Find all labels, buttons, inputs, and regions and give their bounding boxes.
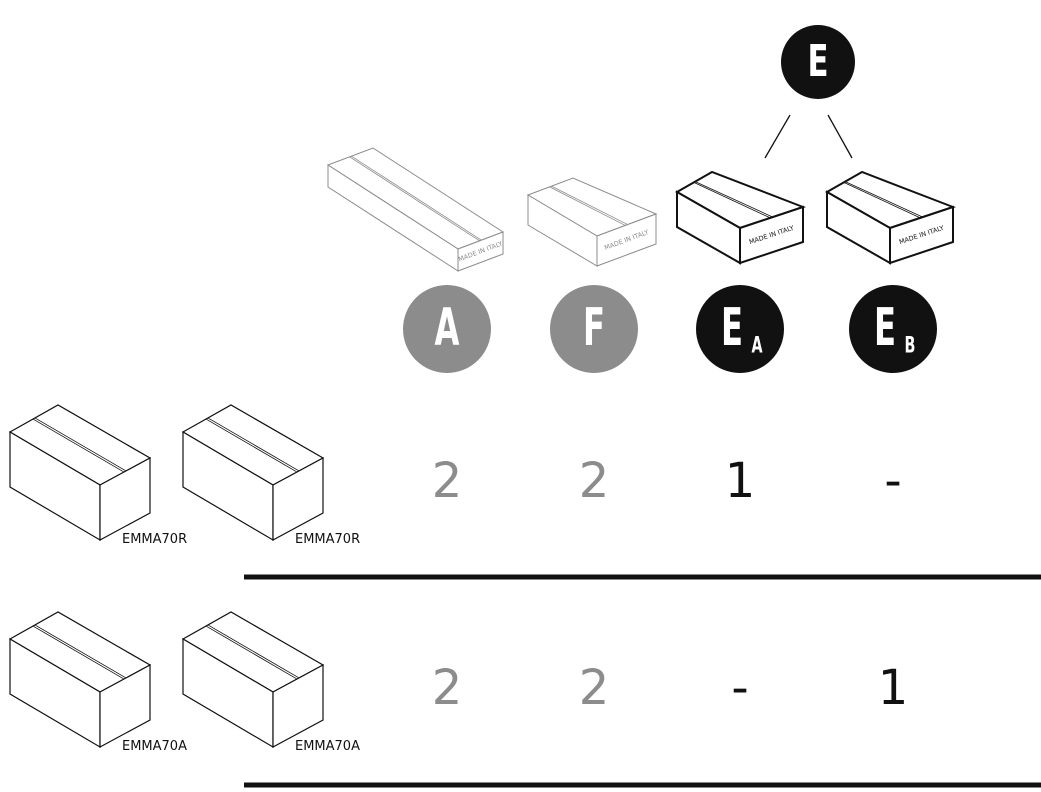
package-badge (550, 285, 638, 373)
box-front (739, 205, 804, 265)
box-front (99, 456, 151, 542)
tape-line (843, 182, 921, 219)
model-label: EMMA70A (122, 739, 187, 754)
quantity: 1 (725, 453, 756, 509)
package-badge (849, 285, 937, 373)
box (181, 611, 325, 749)
tape-line (205, 418, 298, 473)
tape-line (32, 418, 125, 473)
tape-line (207, 624, 300, 679)
box-front (596, 213, 657, 267)
package-label: E (721, 298, 743, 358)
package-sub: B (905, 334, 916, 359)
box: MADE IN ITALY (526, 177, 658, 267)
quantity: 2 (579, 453, 610, 509)
box-front (272, 456, 324, 542)
box: MADE IN ITALY (824, 170, 956, 265)
tape-line (551, 185, 628, 225)
package-sub: A (751, 334, 763, 359)
group-badge (781, 25, 855, 99)
tape-line (695, 181, 773, 218)
tape-line (693, 182, 771, 219)
package-badge (696, 285, 784, 373)
package-label: F (583, 298, 605, 358)
tape-line (207, 417, 300, 472)
box (8, 611, 152, 749)
package-badge (403, 285, 491, 373)
quantity: - (731, 660, 748, 716)
package-label: A (435, 298, 460, 358)
connector (764, 114, 791, 159)
box: MADE IN ITALY (674, 170, 806, 265)
quantity: 2 (579, 660, 610, 716)
tape-line (351, 155, 482, 241)
package-label: E (874, 298, 896, 358)
quantity: 2 (432, 453, 463, 509)
tape-line (34, 624, 127, 679)
box-front (457, 231, 504, 272)
tape-line (349, 156, 480, 242)
tape-line (205, 625, 298, 680)
tape-line (845, 181, 923, 218)
model-label: EMMA70R (122, 532, 187, 547)
box-front (99, 663, 151, 749)
connector (827, 114, 853, 159)
box-front (272, 663, 324, 749)
box-front (889, 205, 954, 265)
box (181, 404, 325, 542)
model-label: EMMA70A (295, 739, 360, 754)
box: MADE IN ITALY (326, 147, 505, 272)
tape-line (34, 417, 127, 472)
tape-line (32, 625, 125, 680)
tape-line (549, 186, 626, 226)
quantity: 2 (432, 660, 463, 716)
model-label: EMMA70R (295, 532, 360, 547)
quantity: - (884, 453, 901, 509)
quantity: 1 (878, 660, 909, 716)
box (8, 404, 152, 542)
group-label: E (807, 36, 828, 87)
